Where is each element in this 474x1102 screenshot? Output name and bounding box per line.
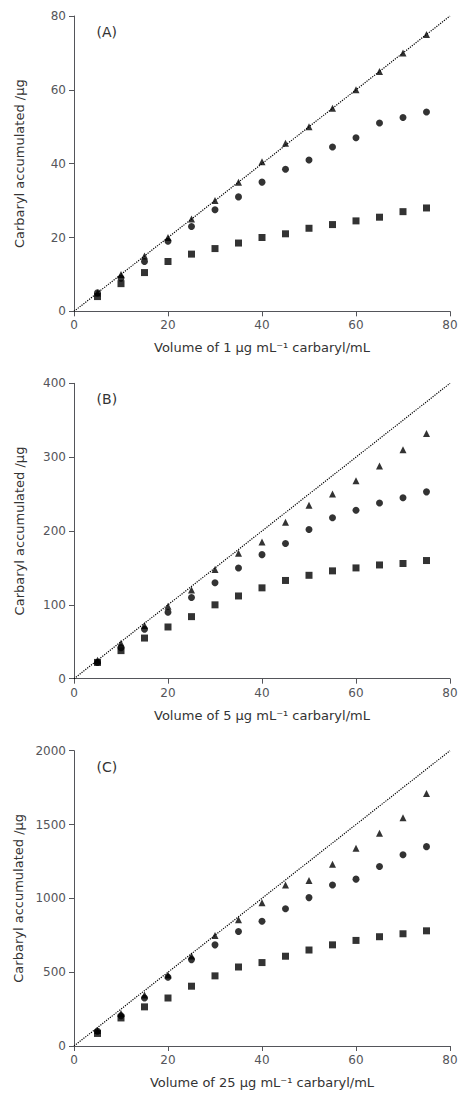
- svg-text:60: 60: [348, 686, 363, 700]
- svg-text:40: 40: [254, 686, 269, 700]
- svg-text:40: 40: [51, 157, 66, 171]
- svg-text:(B): (B): [97, 391, 118, 407]
- svg-text:(A): (A): [97, 24, 118, 40]
- svg-text:20: 20: [160, 318, 175, 332]
- svg-text:(C): (C): [97, 759, 118, 775]
- svg-text:Volume of 5 μg mL⁻¹ carbaryl/m: Volume of 5 μg mL⁻¹ carbaryl/mL: [154, 708, 371, 723]
- svg-text:20: 20: [160, 1053, 175, 1067]
- svg-text:Carbaryl accumulated /μg: Carbaryl accumulated /μg: [12, 79, 27, 248]
- svg-text:0: 0: [58, 1039, 66, 1053]
- svg-text:20: 20: [51, 231, 66, 245]
- svg-text:40: 40: [254, 318, 269, 332]
- svg-text:2000: 2000: [35, 744, 66, 758]
- svg-text:40: 40: [254, 1053, 269, 1067]
- svg-text:Volume of 1 μg mL⁻¹ carbaryl/m: Volume of 1 μg mL⁻¹ carbaryl/mL: [154, 340, 371, 355]
- svg-text:80: 80: [442, 686, 457, 700]
- svg-text:0: 0: [70, 686, 78, 700]
- svg-text:20: 20: [160, 686, 175, 700]
- svg-text:Carbaryl accumulated /μg: Carbaryl accumulated /μg: [12, 447, 27, 616]
- svg-text:200: 200: [43, 524, 66, 538]
- svg-text:100: 100: [43, 598, 66, 612]
- svg-text:60: 60: [348, 1053, 363, 1067]
- svg-text:0: 0: [58, 304, 66, 318]
- svg-text:80: 80: [442, 1053, 457, 1067]
- svg-text:60: 60: [348, 318, 363, 332]
- svg-text:60: 60: [51, 83, 66, 97]
- svg-text:0: 0: [58, 672, 66, 686]
- svg-text:1000: 1000: [35, 891, 66, 905]
- svg-text:Volume of 25 μg mL⁻¹ carbaryl/: Volume of 25 μg mL⁻¹ carbaryl/mL: [150, 1075, 375, 1090]
- svg-text:80: 80: [51, 9, 66, 23]
- svg-text:Carbaryl accumulated /μg: Carbaryl accumulated /μg: [11, 814, 26, 983]
- svg-text:400: 400: [43, 376, 66, 390]
- svg-text:500: 500: [43, 965, 66, 979]
- svg-text:1500: 1500: [35, 818, 66, 832]
- svg-text:80: 80: [442, 318, 457, 332]
- svg-text:300: 300: [43, 450, 66, 464]
- svg-text:0: 0: [70, 318, 78, 332]
- svg-text:0: 0: [70, 1053, 78, 1067]
